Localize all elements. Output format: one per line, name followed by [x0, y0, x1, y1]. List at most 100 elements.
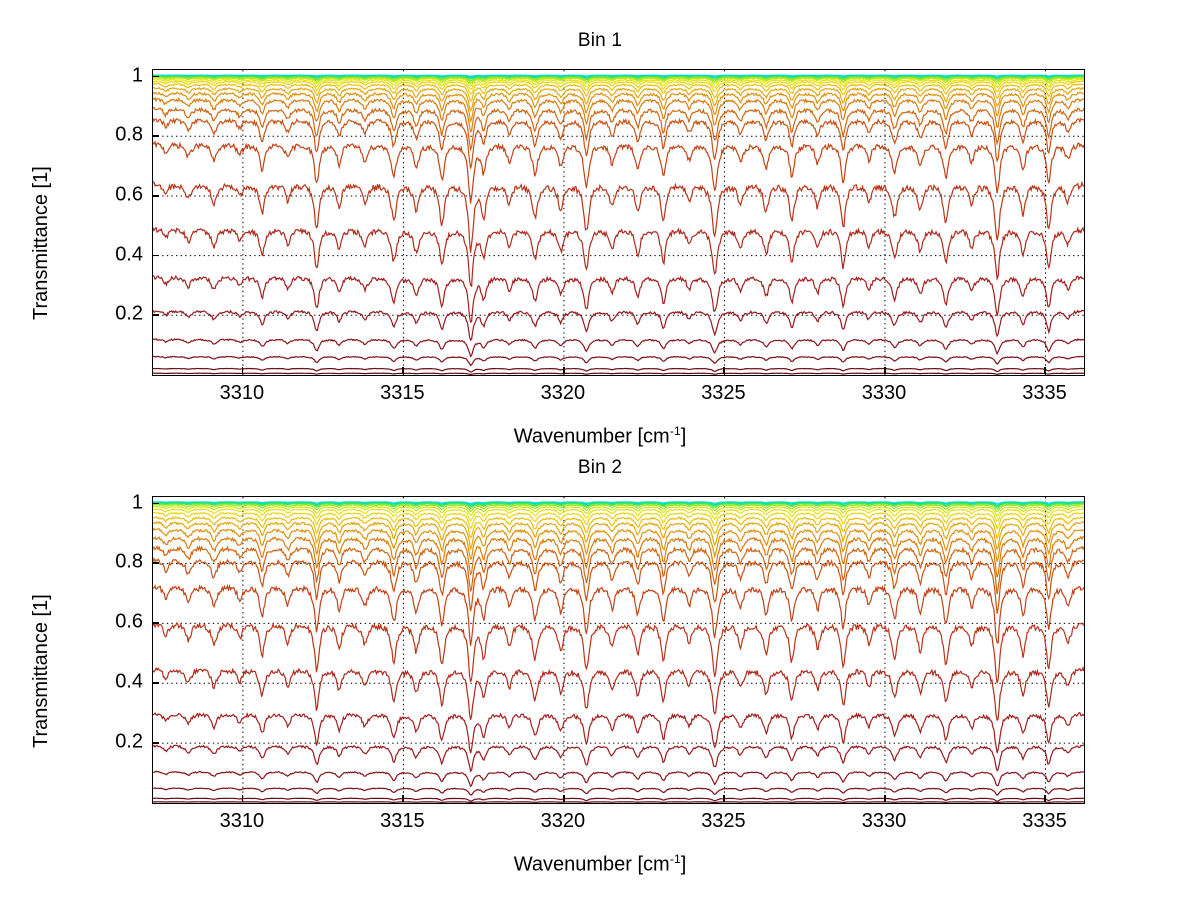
spectrum-line: [153, 744, 1084, 773]
y-tick-label: 0.4: [115, 243, 143, 266]
x-axis-label-tail: ]: [680, 853, 687, 876]
subplot-bin-2: Bin 2 0.2 0.4 0.6 0.8 1 3310 3315 3320 3325 3330…: [0, 450, 1200, 901]
spectrum-line: [153, 545, 1084, 595]
y-axis-label: Transmittance [1]: [30, 166, 52, 320]
x-tick-label: 3330: [861, 382, 907, 404]
y-axis-label: Transmittance [1]: [30, 594, 52, 748]
spectrum-line: [153, 508, 1084, 523]
y-tick-label: 0.2: [115, 730, 143, 753]
x-tick-label: 3315: [380, 382, 425, 404]
y-tick-mark: [152, 75, 159, 78]
x-axis-label: Wavenumber [cm-1]: [0, 424, 1200, 449]
y-tick-label: 0.8: [115, 550, 143, 573]
spectrum-line: [153, 80, 1084, 95]
spectrum-line: [153, 797, 1084, 802]
x-tick-label: 3325: [701, 810, 746, 832]
spectrum-line: [153, 116, 1084, 169]
spectrum-line: [153, 275, 1084, 323]
x-tick-mark: [241, 367, 244, 374]
y-tick-mark: [152, 314, 159, 316]
spectrum-line: [153, 711, 1084, 754]
x-tick-mark: [1044, 367, 1047, 374]
spectrum-line: [153, 516, 1084, 540]
spectrum-line: [153, 535, 1084, 578]
y-tick-label: 0.6: [115, 610, 143, 633]
x-tick-label: 3310: [219, 810, 265, 832]
spectrum-line: [153, 556, 1084, 614]
spectrum-line: [153, 372, 1084, 375]
spectral-traces: [153, 501, 1084, 803]
spectrum-line: [153, 140, 1084, 204]
spectrum-line: [153, 801, 1084, 803]
x-tick-label: 3310: [219, 382, 265, 404]
y-tick-label: 1: [131, 64, 143, 87]
x-tick-mark: [402, 367, 404, 374]
x-axis-label-exponent: -1: [669, 852, 681, 866]
x-tick-mark: [562, 795, 565, 802]
spectrum-line: [153, 787, 1084, 796]
y-tick-mark: [152, 502, 159, 505]
plot-area[interactable]: [152, 496, 1085, 804]
x-axis-label: Wavenumber [cm-1]: [0, 852, 1200, 877]
spectrum-line: [153, 78, 1084, 90]
subplot-title: Bin 1: [577, 30, 623, 51]
spectrum-line: [153, 226, 1084, 288]
x-tick-mark: [1044, 795, 1047, 802]
spectrum-line: [153, 75, 1084, 79]
spectrum-line: [153, 504, 1084, 513]
spectrum-line: [153, 502, 1084, 510]
spectrum-line: [153, 621, 1084, 684]
y-tick-mark: [152, 622, 159, 624]
x-axis-label-exponent: -1: [669, 424, 681, 438]
spectrum-line: [153, 77, 1084, 87]
spectra-canvas: [153, 497, 1084, 803]
x-tick-mark: [883, 795, 886, 802]
spectrum-line: [153, 309, 1084, 342]
x-tick-label: 3320: [540, 810, 586, 832]
spectra-canvas: [153, 70, 1084, 375]
x-tick-mark: [723, 795, 726, 802]
x-tick-mark: [241, 795, 244, 802]
spectrum-line: [153, 511, 1084, 531]
y-tick-label: 0.6: [115, 183, 143, 206]
subplot-title: Bin 2: [577, 457, 623, 478]
y-tick-label: 0.4: [115, 670, 143, 693]
spectrum-line: [153, 96, 1084, 133]
spectrum-line: [153, 665, 1084, 722]
spectrum-line: [153, 91, 1084, 124]
spectrum-line: [153, 106, 1084, 152]
spectrum-line: [153, 338, 1084, 358]
spectrum-line: [153, 770, 1084, 788]
plot-area[interactable]: [152, 69, 1085, 376]
spectrum-line: [153, 355, 1084, 367]
spectrum-line: [153, 367, 1084, 373]
x-tick-label: 3335: [1022, 810, 1067, 832]
y-tick-mark: [152, 135, 159, 137]
x-axis-label-main: Wavenumber [cm: [513, 853, 670, 876]
y-tick-label: 0.2: [115, 302, 143, 325]
y-tick-label: 1: [131, 491, 143, 514]
x-tick-label: 3315: [380, 810, 425, 832]
y-tick-mark: [152, 682, 159, 684]
x-tick-mark: [562, 367, 565, 374]
y-tick-mark: [152, 742, 159, 744]
y-tick-label: 0.8: [115, 123, 143, 146]
x-tick-label: 3320: [540, 382, 586, 404]
x-tick-mark: [402, 795, 404, 802]
x-axis-label-tail: ]: [680, 425, 687, 448]
y-tick-mark: [152, 254, 159, 257]
spectrum-line: [153, 505, 1084, 517]
spectral-traces: [153, 74, 1084, 375]
spectrum-line: [153, 86, 1084, 112]
y-tick-mark: [152, 562, 159, 565]
spectrum-line: [153, 180, 1084, 253]
x-tick-label: 3335: [1022, 382, 1067, 404]
x-axis-label-main: Wavenumber [cm: [513, 425, 670, 448]
spectrum-line: [153, 82, 1084, 102]
spectrum-line: [153, 583, 1084, 646]
x-tick-label: 3325: [701, 382, 746, 404]
y-tick-mark: [152, 194, 159, 197]
subplot-bin-1: Bin 1 0.2 0.4 0.6 0.8 1 3310 3315 3320 3325 3330…: [0, 0, 1200, 450]
spectrum-line: [153, 527, 1084, 563]
